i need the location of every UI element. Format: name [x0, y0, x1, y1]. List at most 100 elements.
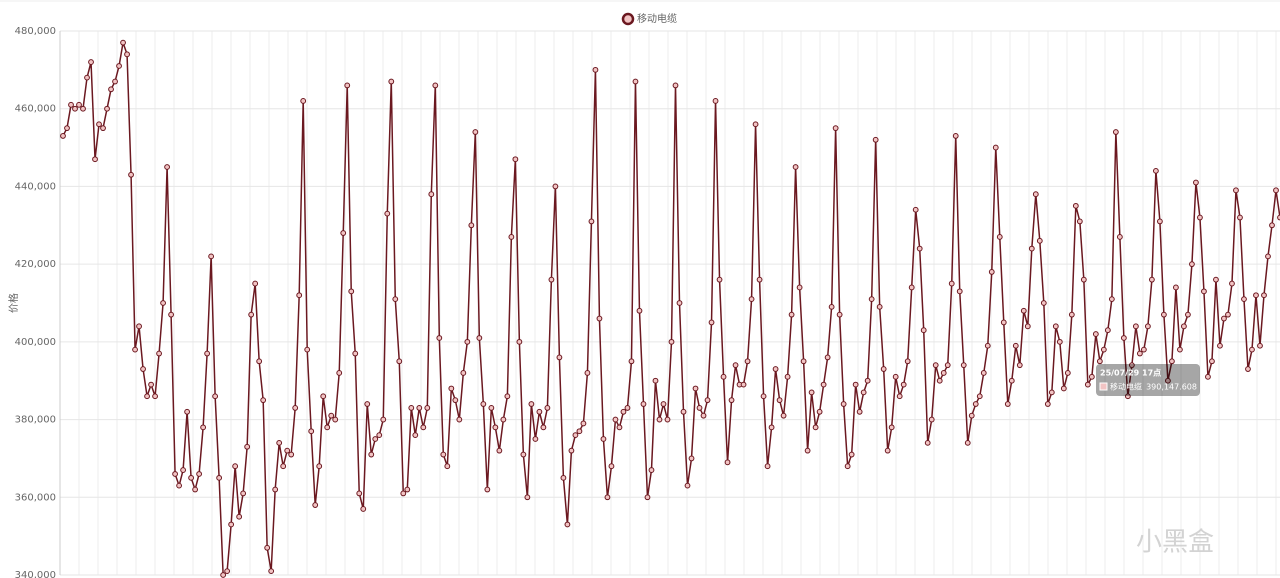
point [340, 230, 347, 236]
point [476, 335, 483, 341]
point [588, 218, 595, 225]
point [940, 370, 947, 376]
point [212, 393, 219, 400]
point [1201, 288, 1207, 295]
point [336, 370, 343, 376]
point [1096, 358, 1103, 365]
point [1016, 362, 1023, 369]
point [728, 397, 735, 404]
point [1181, 323, 1187, 330]
point [672, 82, 679, 89]
point [584, 370, 591, 376]
point [500, 416, 507, 423]
point [1205, 373, 1211, 380]
point [1080, 276, 1087, 283]
point [504, 393, 511, 400]
point [1108, 296, 1115, 303]
point [1144, 323, 1151, 330]
point [1072, 202, 1079, 209]
point [260, 397, 267, 404]
legend-label: 移动电缆 [637, 12, 677, 25]
point [980, 370, 987, 376]
point [232, 463, 239, 470]
point [196, 471, 203, 477]
point [512, 156, 519, 163]
point [380, 416, 387, 423]
point [416, 405, 423, 411]
point [528, 401, 535, 407]
y-tick-label: 440,000 [15, 181, 56, 192]
point [1104, 327, 1111, 334]
point [988, 269, 995, 275]
point [104, 105, 110, 112]
point [1092, 331, 1099, 337]
point [648, 467, 655, 473]
point [652, 377, 659, 384]
point [576, 428, 583, 435]
point [764, 463, 771, 470]
point [368, 451, 375, 458]
series-line [62, 42, 1280, 577]
point [1100, 346, 1107, 353]
point [928, 416, 935, 423]
tooltip: 25/07/29 17点 移动电缆 390,147.608 [1096, 364, 1200, 396]
point [1213, 276, 1219, 283]
point [1024, 323, 1031, 330]
point [856, 408, 863, 415]
point [780, 412, 787, 419]
point [412, 432, 419, 439]
point [688, 455, 695, 462]
point [696, 405, 703, 411]
point [460, 370, 467, 376]
point [60, 133, 66, 139]
tooltip-series: 移动电缆 [1110, 382, 1142, 392]
point [976, 393, 983, 400]
point [64, 125, 70, 132]
legend-marker [621, 12, 635, 26]
point [572, 432, 579, 439]
point [520, 451, 527, 458]
point [644, 494, 651, 501]
point [592, 66, 599, 73]
point [848, 451, 855, 458]
point [612, 416, 619, 423]
point [564, 521, 571, 528]
point [692, 385, 699, 392]
tooltip-swatch [1099, 382, 1108, 391]
point [184, 408, 191, 415]
point [428, 191, 435, 198]
point [924, 439, 931, 446]
point [1165, 377, 1171, 384]
point [748, 296, 755, 303]
y-tick-label: 400,000 [15, 337, 56, 348]
point [1044, 401, 1051, 407]
point [836, 311, 843, 318]
point [508, 234, 515, 240]
point [892, 373, 899, 380]
point [252, 280, 259, 287]
point [816, 408, 823, 415]
point [640, 401, 647, 407]
point [604, 494, 611, 501]
point [964, 439, 971, 446]
point [1261, 292, 1267, 299]
point [596, 315, 603, 322]
point [1124, 393, 1131, 400]
y-tick-label: 380,000 [15, 415, 56, 426]
point [80, 105, 86, 112]
point [128, 171, 134, 178]
point [384, 210, 391, 217]
point [268, 568, 275, 575]
point [772, 366, 779, 372]
point [1120, 335, 1127, 341]
point [536, 408, 543, 415]
point [708, 319, 715, 326]
point [372, 436, 379, 442]
point [304, 346, 311, 353]
point [96, 121, 102, 128]
point [364, 401, 371, 407]
point [1265, 253, 1271, 260]
point [180, 467, 186, 473]
point [388, 78, 395, 85]
point [348, 288, 355, 295]
